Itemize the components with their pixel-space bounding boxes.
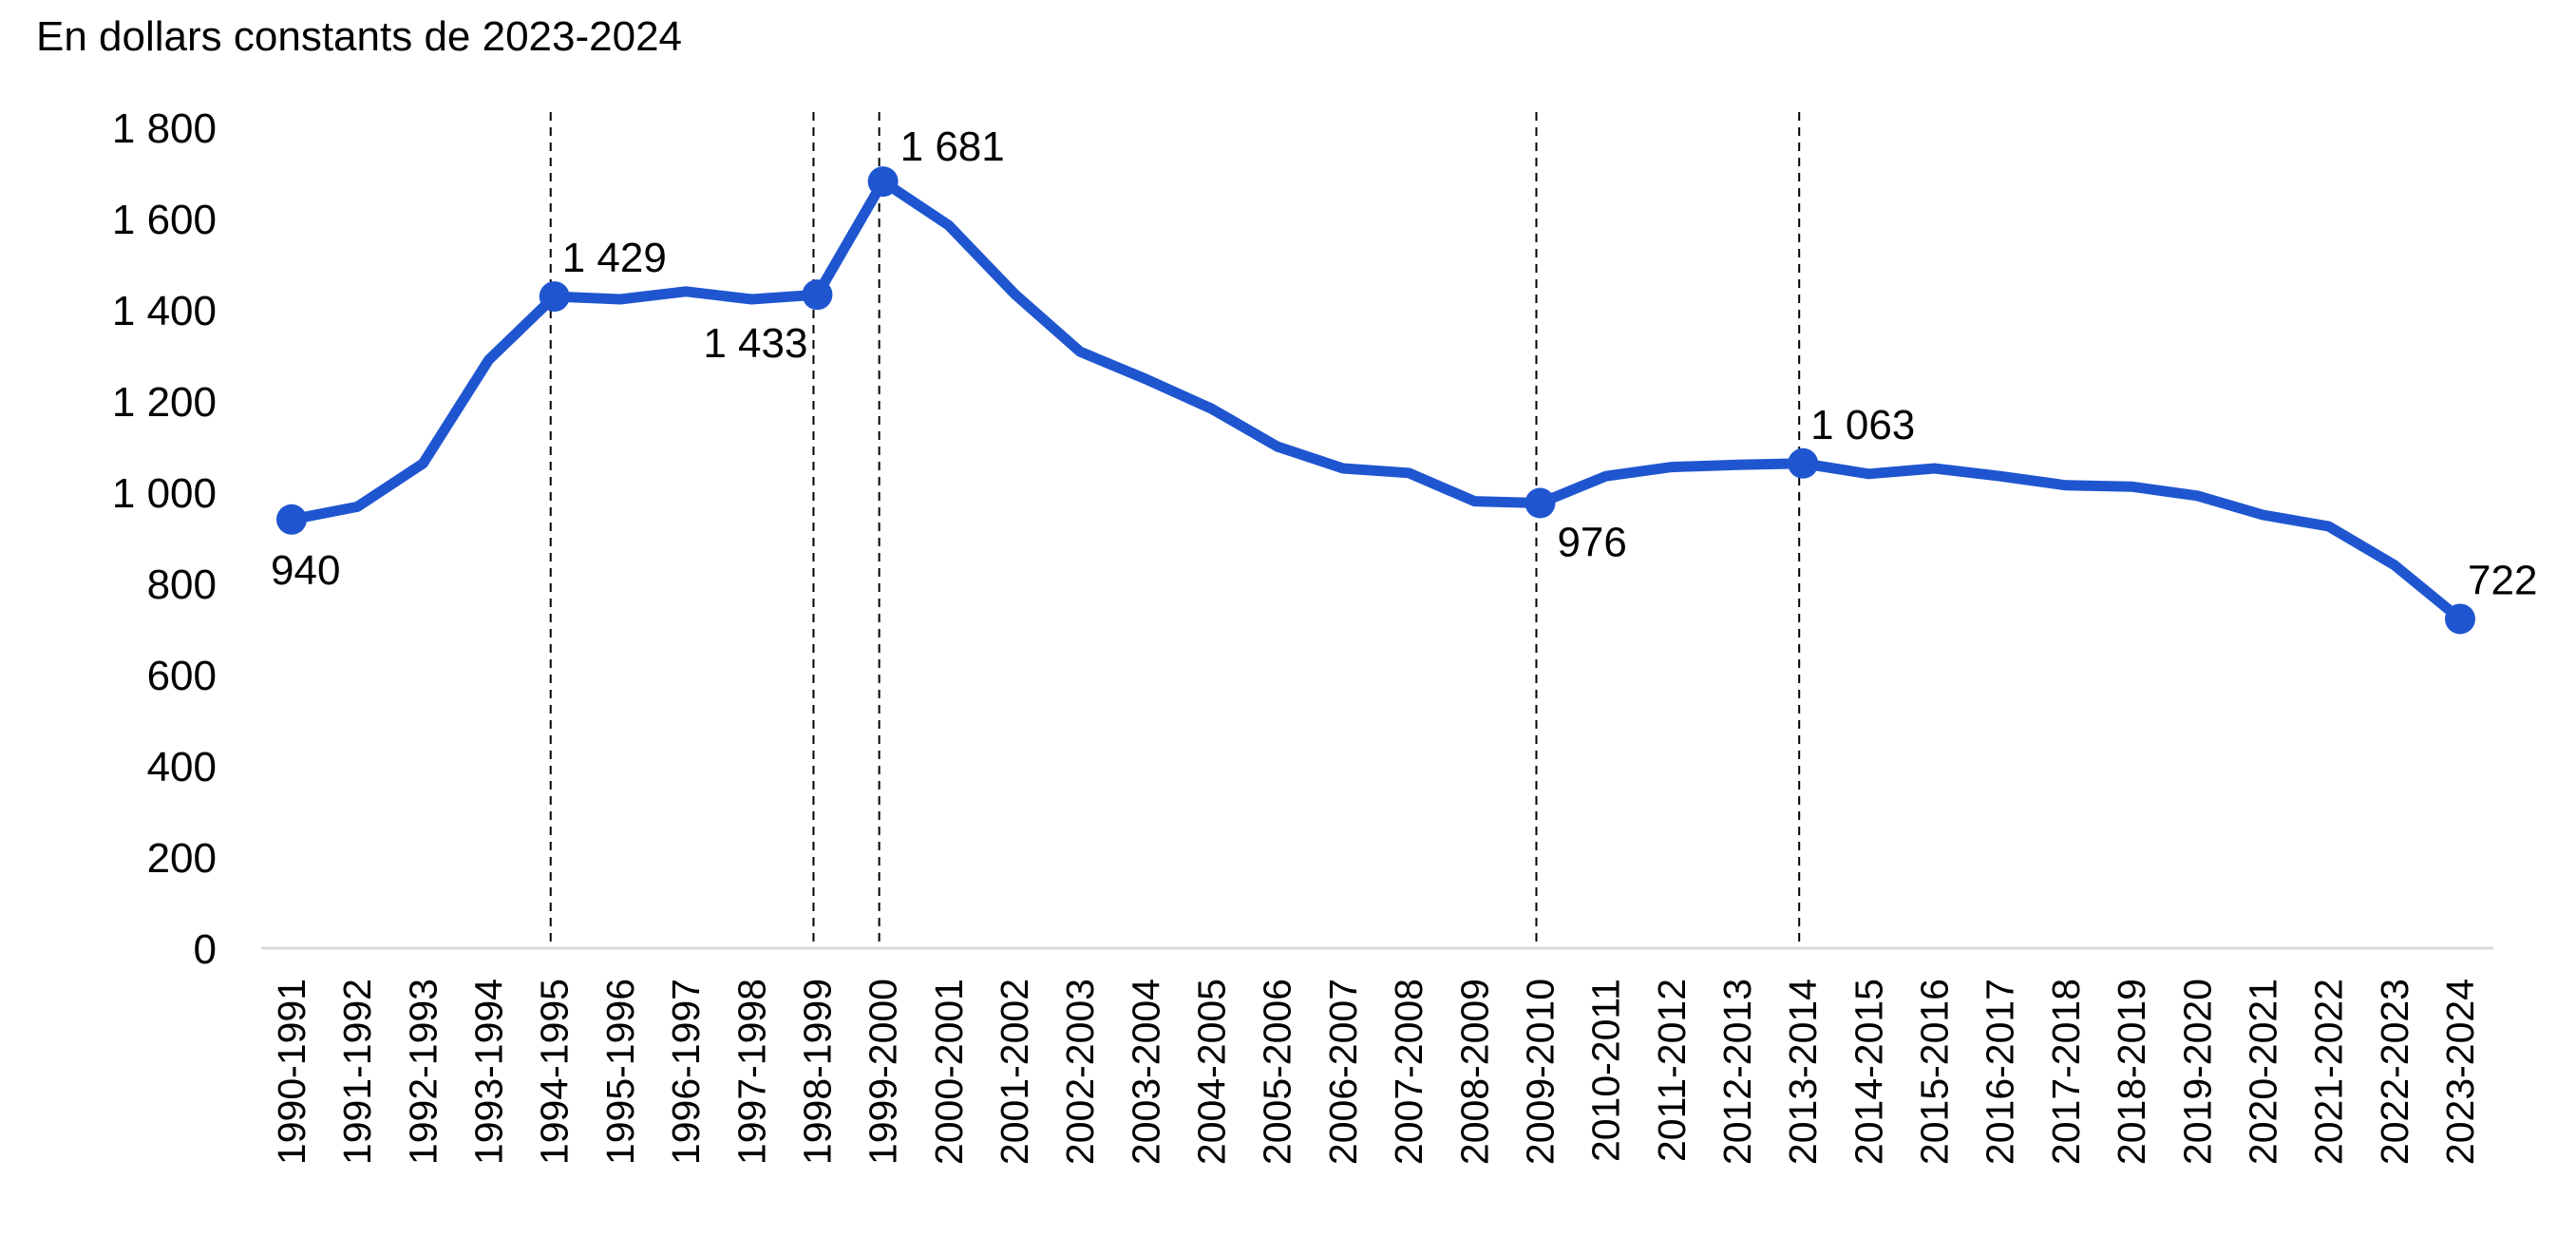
x-tick-label: 1994-1995 — [533, 979, 577, 1165]
x-tick-label: 2011-2012 — [1650, 979, 1694, 1162]
x-tick-label: 2001-2002 — [993, 979, 1036, 1165]
x-tick-label: 1997-1998 — [729, 979, 773, 1165]
x-tick-label: 2008-2009 — [1452, 979, 1496, 1165]
x-tick-label: 2017-2018 — [2044, 979, 2088, 1165]
x-tick-label: 2013-2014 — [1781, 979, 1825, 1165]
data-label: 1 433 — [703, 320, 807, 367]
data-point-marker — [1525, 487, 1556, 519]
data-point-marker — [867, 166, 899, 198]
x-tick-label: 2022-2023 — [2373, 979, 2416, 1165]
x-tick-label: 2018-2019 — [2110, 979, 2153, 1165]
x-tick-label: 2005-2006 — [1256, 979, 1299, 1165]
x-tick-label: 1991-1992 — [335, 979, 379, 1165]
x-tick-label: 1999-2000 — [862, 979, 905, 1165]
data-label: 1 429 — [562, 235, 667, 281]
x-tick-label: 2010-2011 — [1584, 979, 1628, 1162]
data-point-marker — [539, 281, 570, 313]
data-label: 940 — [271, 547, 340, 594]
x-tick-label: 2014-2015 — [1847, 979, 1890, 1165]
x-tick-label: 2003-2004 — [1124, 979, 1167, 1165]
data-point-marker — [276, 504, 307, 535]
data-label: 1 681 — [900, 124, 1005, 170]
data-label: 976 — [1557, 520, 1626, 566]
y-tick-label: 1 200 — [112, 379, 217, 426]
x-tick-label: 2012-2013 — [1715, 979, 1759, 1165]
x-tick-label: 2007-2008 — [1387, 979, 1430, 1165]
x-tick-label: 1990-1991 — [270, 979, 313, 1165]
x-tick-label: 2004-2005 — [1190, 979, 1234, 1165]
x-tick-label: 2016-2017 — [1979, 979, 2022, 1165]
y-tick-label: 400 — [147, 744, 217, 790]
y-tick-label: 1 800 — [112, 105, 217, 152]
x-tick-label: 1993-1994 — [467, 979, 511, 1165]
x-tick-label: 1992-1993 — [401, 979, 445, 1165]
y-tick-label: 200 — [147, 835, 217, 882]
x-tick-label: 2023-2024 — [2438, 979, 2482, 1165]
x-tick-label: 2019-2020 — [2175, 979, 2219, 1165]
x-tick-label: 1995-1996 — [598, 979, 642, 1165]
data-point-marker — [1788, 447, 1819, 479]
x-tick-label: 2006-2007 — [1321, 979, 1365, 1165]
x-tick-label: 1998-1999 — [795, 979, 839, 1165]
y-tick-label: 600 — [147, 653, 217, 699]
data-label: 722 — [2468, 557, 2537, 603]
data-label: 1 063 — [1810, 402, 1915, 448]
x-tick-label: 2020-2021 — [2241, 979, 2284, 1165]
y-tick-label: 1 600 — [112, 197, 217, 243]
y-tick-label: 0 — [194, 926, 217, 973]
y-tick-label: 1 000 — [112, 470, 217, 517]
x-tick-label: 2015-2016 — [1913, 979, 1957, 1165]
series-line — [286, 176, 2466, 624]
data-point-marker — [802, 279, 833, 311]
y-tick-label: 800 — [147, 561, 217, 608]
x-tick-label: 2000-2001 — [927, 979, 971, 1165]
x-tick-label: 2021-2022 — [2307, 979, 2351, 1165]
x-tick-label: 1996-1997 — [664, 979, 708, 1165]
chart-title: En dollars constants de 2023-2024 — [36, 13, 683, 60]
x-tick-label: 2002-2003 — [1058, 979, 1102, 1165]
data-point-marker — [2445, 603, 2475, 635]
y-tick-label: 1 400 — [112, 288, 217, 334]
x-tick-label: 2009-2010 — [1518, 979, 1562, 1165]
